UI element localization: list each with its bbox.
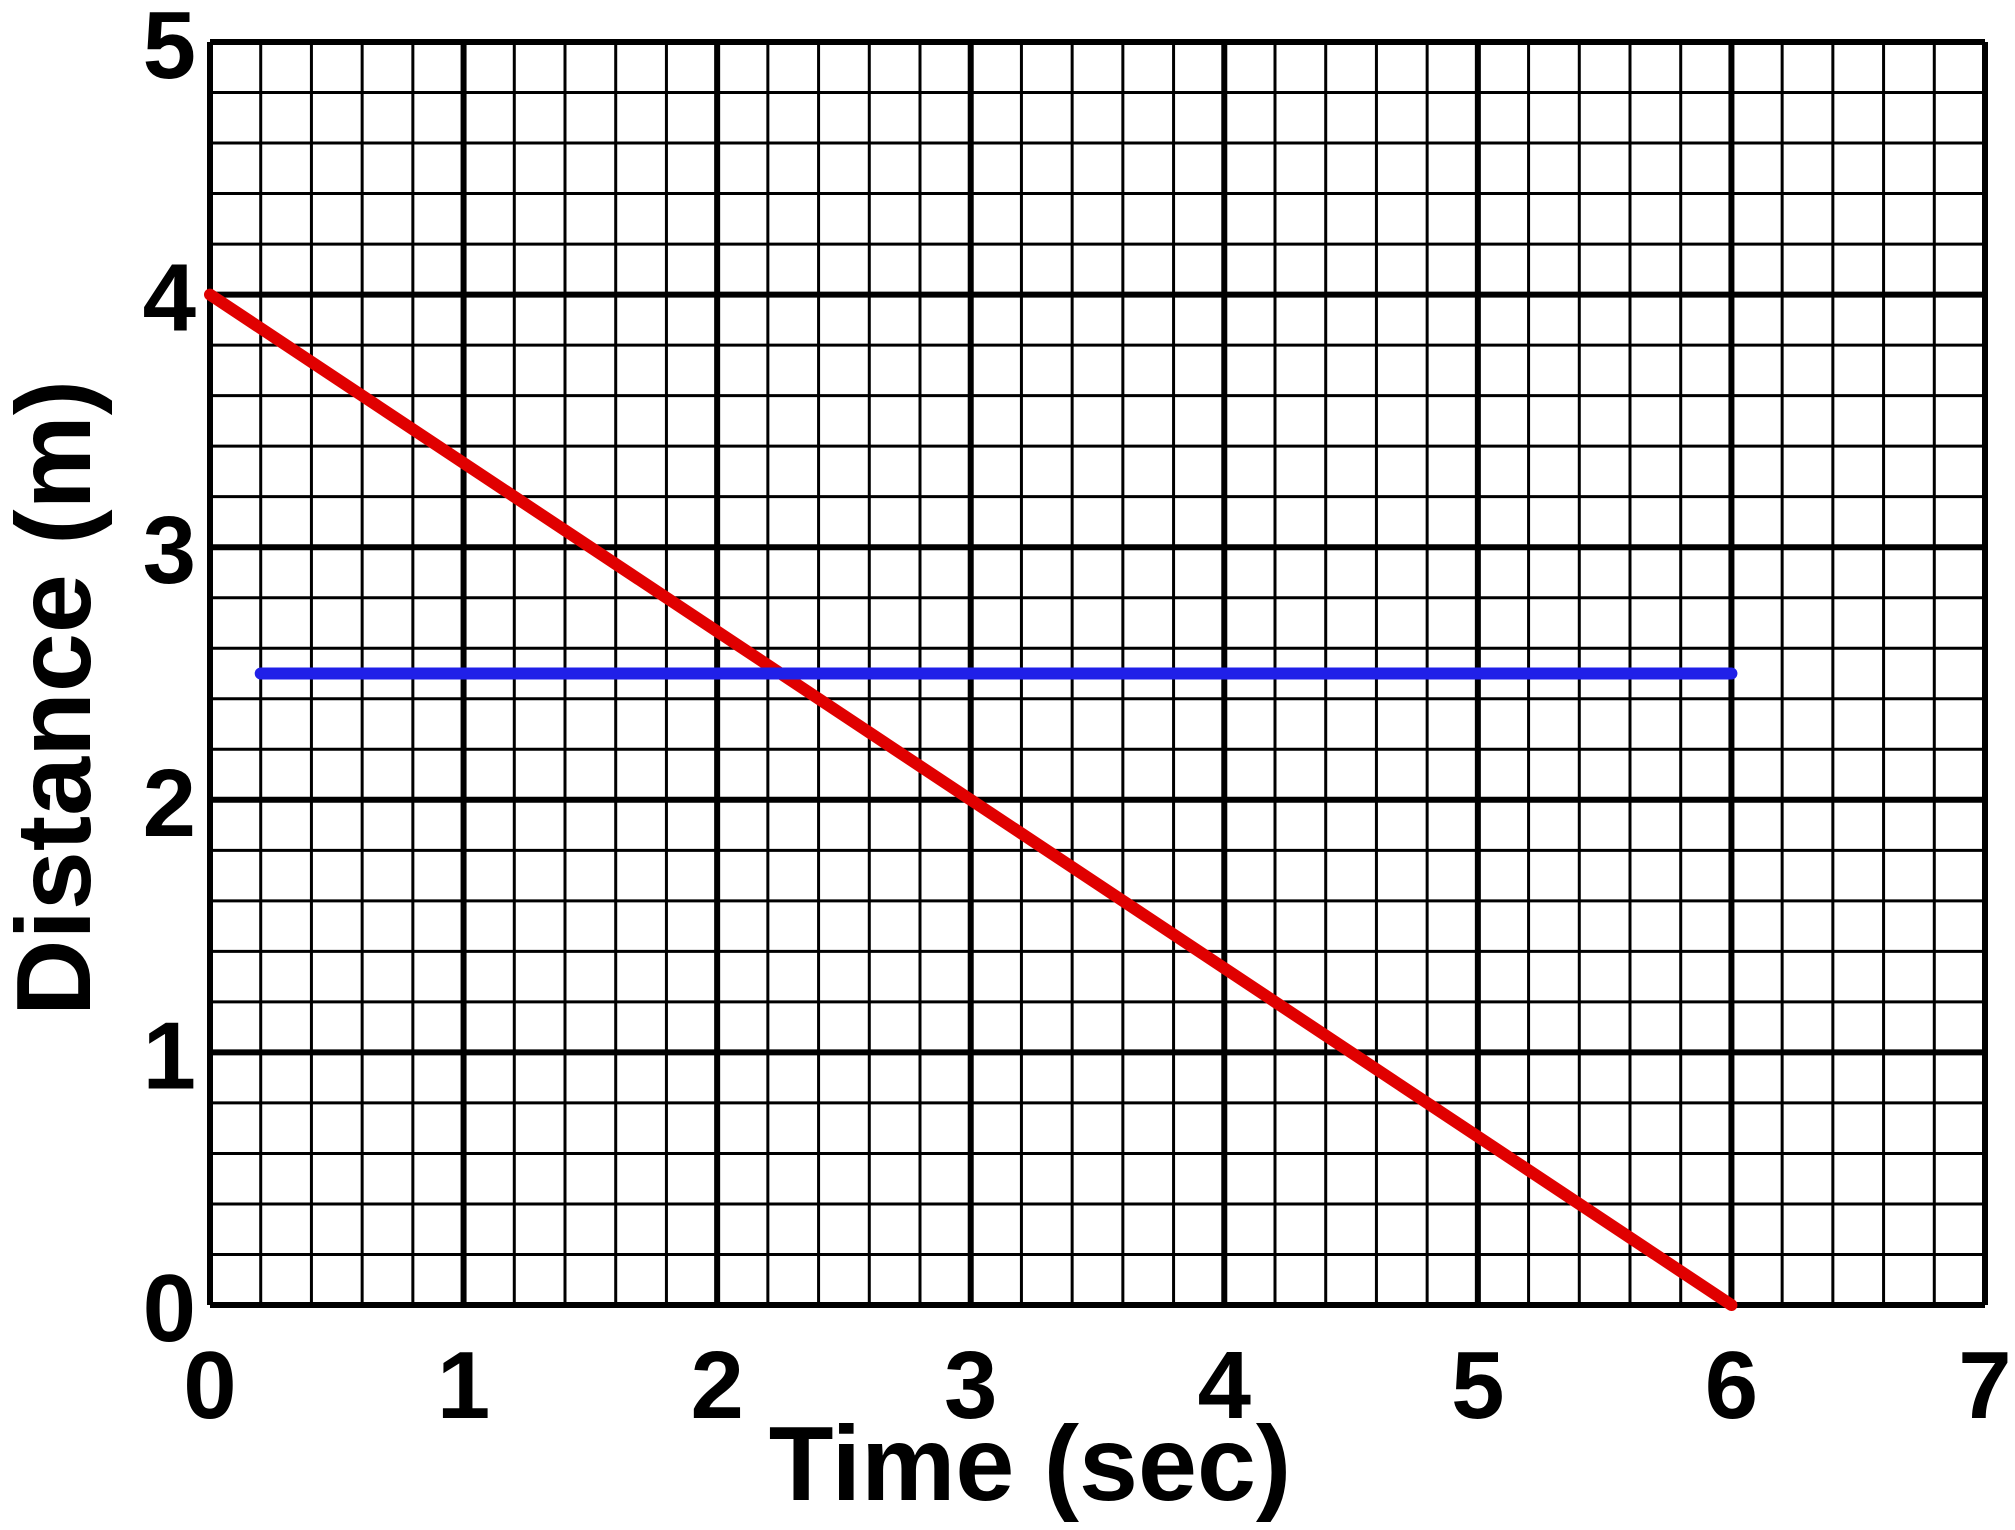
- y-tick-labels: 0 1 2 3 4 5: [143, 0, 196, 1362]
- x-tick-label: 0: [183, 1332, 236, 1439]
- y-tick-label: 3: [143, 497, 196, 604]
- x-tick-label: 1: [437, 1332, 490, 1439]
- x-tick-label: 4: [1198, 1332, 1251, 1439]
- series-layer: [204, 288, 1738, 1311]
- x-tick-label: 2: [690, 1332, 743, 1439]
- x-tick-label: 5: [1451, 1332, 1504, 1439]
- y-tick-label: 0: [143, 1255, 196, 1362]
- y-tick-label: 1: [143, 1002, 196, 1109]
- y-tick-label: 5: [143, 0, 196, 99]
- x-axis-title: Time (sec): [769, 1405, 1291, 1523]
- x-tick-label: 3: [944, 1332, 997, 1439]
- x-tick-label: 6: [1705, 1332, 1758, 1439]
- x-tick-labels: 0 1 2 3 4 5 6 7: [183, 1332, 2011, 1439]
- series-line-1: [204, 288, 1738, 1311]
- x-tick-label: 7: [1958, 1332, 2011, 1439]
- y-tick-label: 4: [143, 245, 196, 352]
- y-tick-label: 2: [143, 750, 196, 857]
- y-axis-title: Distance (m): [0, 380, 113, 1016]
